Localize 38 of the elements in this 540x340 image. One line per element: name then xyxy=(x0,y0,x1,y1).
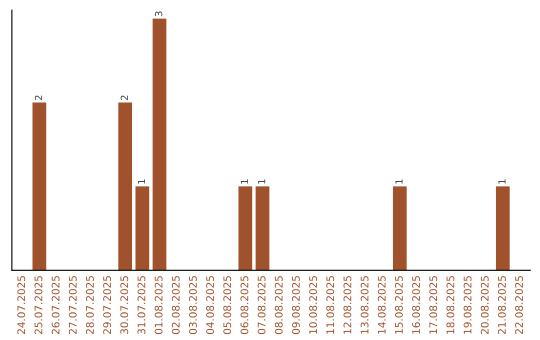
data-label: 1 xyxy=(138,179,146,184)
data-label: 1 xyxy=(240,179,248,184)
x-tick-label: 31.07.2025 xyxy=(137,276,146,334)
x-tick-label: 19.08.2025 xyxy=(464,276,472,334)
x-tick-label: 18.08.2025 xyxy=(446,276,454,334)
x-tick-label: 24.07.2025 xyxy=(17,276,26,334)
x-tick-label: 08.08.2025 xyxy=(274,276,283,334)
x-tick-label: 16.08.2025 xyxy=(412,276,420,334)
x-tick-label: 28.07.2025 xyxy=(86,276,94,334)
x-tick-label: 01.08.2025 xyxy=(154,276,163,334)
x-tick-label: 03.08.2025 xyxy=(188,276,197,334)
x-tick-label: 22.08.2025 xyxy=(515,276,524,334)
data-label: 3 xyxy=(154,12,162,16)
x-tick-label: 20.08.2025 xyxy=(480,276,489,334)
x-tick-label: 10.08.2025 xyxy=(309,276,318,334)
x-tick-label: 09.08.2025 xyxy=(292,276,300,334)
x-tick-label: 11.08.2025 xyxy=(326,276,334,334)
data-label: 2 xyxy=(34,96,42,100)
x-tick-label: 14.08.2025 xyxy=(378,276,386,334)
x-tick-label: 13.08.2025 xyxy=(360,276,369,334)
x-tick-label: 15.08.2025 xyxy=(394,276,403,334)
x-tick-label: 05.08.2025 xyxy=(223,276,232,334)
x-tick-label: 29.07.2025 xyxy=(103,276,112,334)
x-tick-label: 04.08.2025 xyxy=(206,276,214,334)
data-label: 2 xyxy=(120,96,128,100)
x-tick-label: 21.08.2025 xyxy=(498,276,506,334)
x-tick-label: 02.08.2025 xyxy=(172,276,180,334)
x-tick-label: 30.07.2025 xyxy=(120,276,128,334)
x-tick-label: 07.08.2025 xyxy=(258,276,266,334)
data-label: 1 xyxy=(258,179,266,184)
x-tick-label: 17.08.2025 xyxy=(429,276,438,334)
data-label: 1 xyxy=(395,179,403,184)
x-tick-label: 26.07.2025 xyxy=(52,276,60,334)
x-tick-label: 12.08.2025 xyxy=(343,276,352,334)
x-tick-label: 25.07.2025 xyxy=(34,276,42,334)
x-tick-label: 27.07.2025 xyxy=(68,276,77,334)
data-label: 1 xyxy=(498,179,506,184)
x-tick-label: 06.08.2025 xyxy=(240,276,248,334)
